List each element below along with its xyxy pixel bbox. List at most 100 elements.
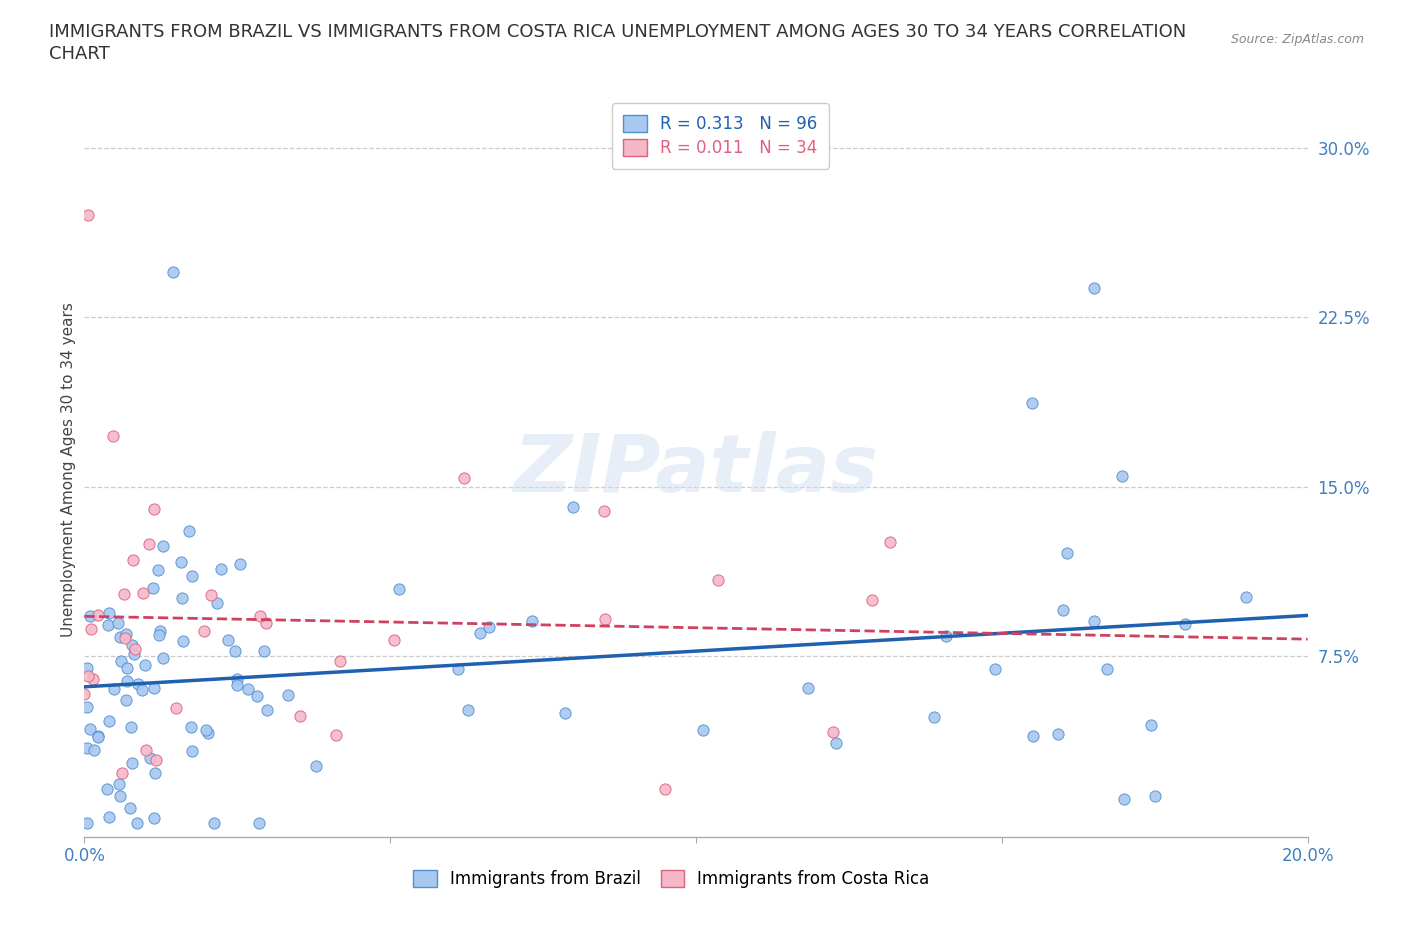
Point (879, 535, 901, 550)
Point (707, 573, 730, 588)
Point (1174, 617, 1197, 631)
Point (98, 809, 121, 824)
Point (83, 743, 105, 758)
Point (114, 631, 136, 645)
Point (148, 627, 170, 642)
Point (148, 563, 170, 578)
Point (249, 608, 271, 623)
Point (170, 555, 193, 570)
Point (111, 765, 134, 780)
Point (177, 524, 200, 538)
Point (200, 588, 222, 603)
Point (193, 623, 215, 638)
Point (122, 647, 145, 662)
Point (246, 688, 269, 703)
Point (115, 673, 138, 688)
Point (132, 586, 155, 601)
Point (468, 626, 491, 641)
Point (1236, 589, 1258, 604)
Point (181, 569, 204, 584)
Point (114, 587, 136, 602)
Point (1056, 545, 1078, 560)
Point (108, 789, 131, 804)
Point (120, 800, 142, 815)
Point (1083, 613, 1105, 628)
Point (180, 720, 202, 735)
Point (1139, 718, 1161, 733)
Point (152, 538, 174, 553)
Point (1114, 791, 1136, 806)
Point (131, 683, 153, 698)
Point (1095, 661, 1118, 676)
Point (388, 582, 411, 597)
Legend: Immigrants from Brazil, Immigrants from Costa Rica: Immigrants from Brazil, Immigrants from … (406, 863, 936, 895)
Point (554, 706, 576, 721)
Point (1111, 469, 1133, 484)
Point (145, 753, 167, 768)
Point (121, 755, 143, 770)
Point (76, 699, 98, 714)
Point (305, 759, 328, 774)
Point (73, 686, 96, 701)
Point (108, 777, 131, 791)
Point (110, 654, 132, 669)
Point (325, 727, 347, 742)
Point (142, 810, 165, 825)
Point (478, 619, 501, 634)
Point (172, 633, 194, 648)
Point (1021, 395, 1043, 410)
Point (254, 616, 277, 631)
Point (107, 616, 129, 631)
Point (98, 714, 121, 729)
Point (124, 641, 146, 656)
Point (138, 537, 160, 551)
Point (142, 580, 165, 595)
Point (205, 595, 228, 610)
Point (152, 650, 174, 665)
Point (1022, 728, 1045, 743)
Text: IMMIGRANTS FROM BRAZIL VS IMMIGRANTS FROM COSTA RICA UNEMPLOYMENT AMONG AGES 30 : IMMIGRANTS FROM BRAZIL VS IMMIGRANTS FRO… (49, 23, 1187, 41)
Point (77, 669, 100, 684)
Point (453, 471, 475, 485)
Point (96, 782, 118, 797)
Point (562, 499, 585, 514)
Point (142, 502, 165, 517)
Point (125, 816, 148, 830)
Point (935, 629, 957, 644)
Point (87, 607, 110, 622)
Point (76, 740, 98, 755)
Point (984, 662, 1007, 677)
Point (1083, 280, 1105, 295)
Point (202, 816, 225, 830)
Point (135, 742, 157, 757)
Text: CHART: CHART (49, 45, 110, 62)
Point (224, 644, 246, 658)
Point (142, 681, 165, 696)
Point (76, 816, 98, 830)
Point (115, 660, 138, 675)
Point (139, 751, 162, 765)
Point (77, 208, 100, 223)
Y-axis label: Unemployment Among Ages 30 to 34 years: Unemployment Among Ages 30 to 34 years (60, 302, 76, 637)
Point (181, 744, 204, 759)
Point (82, 671, 104, 686)
Point (225, 677, 247, 692)
Text: Source: ZipAtlas.com: Source: ZipAtlas.com (1230, 33, 1364, 46)
Point (195, 722, 218, 737)
Point (197, 725, 219, 740)
Point (382, 633, 405, 648)
Point (256, 702, 278, 717)
Point (120, 720, 142, 735)
Point (172, 591, 194, 605)
Point (103, 682, 125, 697)
Point (860, 592, 883, 607)
Point (1052, 603, 1074, 618)
Point (127, 677, 149, 692)
Point (97, 618, 120, 632)
Text: ZIPatlas: ZIPatlas (513, 431, 879, 509)
Point (290, 709, 312, 724)
Point (654, 782, 676, 797)
Point (1047, 726, 1070, 741)
Point (217, 632, 239, 647)
Point (162, 264, 184, 279)
